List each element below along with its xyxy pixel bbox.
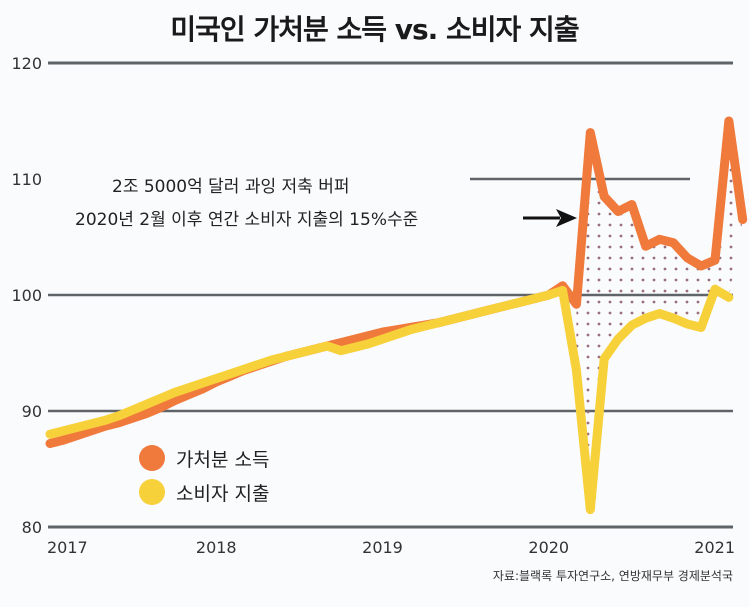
legend-marker-income: [139, 445, 165, 471]
legend-marker-spending: [139, 479, 165, 505]
x-tick-label: 2017: [47, 538, 88, 557]
y-axis: 80 90 100 110 120: [11, 54, 42, 537]
y-tick-label: 80: [22, 518, 42, 537]
annotation-line-1: 2조 5000억 달러 과잉 저축 버퍼: [112, 177, 350, 197]
series-lines: [45, 116, 748, 515]
y-tick-label: 90: [22, 402, 42, 421]
excess-savings-shaded-area: [576, 121, 743, 510]
x-tick-label: 2020: [528, 538, 569, 557]
legend: 가처분 소득 소비자 지출: [139, 445, 269, 505]
x-tick-label: 2021: [694, 538, 735, 557]
y-tick-label: 110: [11, 170, 42, 189]
legend-label-income: 가처분 소득: [176, 449, 269, 471]
y-tick-label: 120: [11, 54, 42, 73]
chart-title: 미국인 가처분 소득 vs. 소비자 지출: [170, 13, 579, 46]
annotation-arrow: [523, 209, 577, 227]
annotation-line-2: 2020년 2월 이후 연간 소비자 지출의 15%수준: [75, 210, 418, 230]
x-tick-label: 2019: [362, 538, 403, 557]
source-note: 자료:블랙록 투자연구소, 연방재무부 경제분석국: [493, 569, 733, 583]
x-axis: 2017 2018 2019 2020 2021: [47, 538, 735, 557]
series-line-consumer-spending: [45, 284, 734, 515]
x-tick-label: 2018: [196, 538, 237, 557]
legend-label-spending: 소비자 지출: [176, 483, 269, 505]
y-tick-label: 100: [11, 286, 42, 305]
